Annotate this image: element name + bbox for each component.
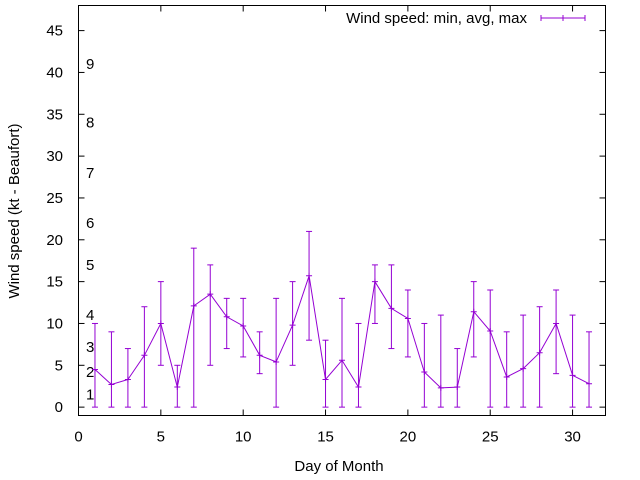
- beaufort-label: 2: [86, 364, 94, 381]
- avg-point: [553, 320, 560, 327]
- avg-point: [207, 291, 214, 298]
- avg-point: [240, 322, 247, 329]
- y-tick-label: 0: [55, 399, 63, 416]
- x-axis: 0 5 10 15 20 25 30: [74, 5, 581, 446]
- y-tick-label: 20: [46, 232, 63, 249]
- avg-point: [157, 320, 164, 327]
- avg-point: [108, 381, 115, 388]
- avg-point: [256, 352, 263, 359]
- avg-point: [355, 384, 362, 391]
- avg-point: [339, 357, 345, 364]
- beaufort-label: 6: [86, 215, 94, 232]
- beaufort-label: 7: [86, 165, 94, 182]
- y-tick-label: 35: [46, 106, 63, 123]
- avg-point: [536, 349, 543, 356]
- legend-sample: [540, 15, 586, 21]
- legend-label: Wind speed: min, avg, max: [346, 10, 527, 27]
- avg-points: [91, 272, 593, 391]
- y-tick-label: 5: [55, 357, 63, 374]
- x-tick-label: 0: [74, 429, 82, 446]
- y-tick-label: 30: [46, 148, 63, 165]
- beaufort-label: 8: [86, 115, 94, 132]
- avg-point: [569, 372, 576, 379]
- beaufort-label: 9: [86, 56, 94, 73]
- legend: Wind speed: min, avg, max: [346, 10, 586, 27]
- avg-point: [306, 272, 313, 279]
- x-axis-label: Day of Month: [294, 458, 383, 475]
- x-tick-label: 15: [317, 429, 334, 446]
- avg-point: [520, 365, 527, 372]
- avg-point: [421, 368, 428, 375]
- x-tick-label: 5: [157, 429, 165, 446]
- plot-frame: [78, 5, 606, 416]
- avg-point: [141, 352, 148, 359]
- avg-point: [586, 380, 593, 387]
- x-tick-label: 25: [482, 429, 499, 446]
- avg-point: [371, 278, 378, 285]
- beaufort-label: 5: [86, 257, 94, 274]
- x-tick-label: 20: [400, 429, 417, 446]
- avg-point: [470, 308, 477, 315]
- avg-point: [223, 313, 230, 320]
- beaufort-label: 4: [86, 307, 94, 324]
- avg-point: [174, 384, 181, 391]
- x-tick-label: 30: [564, 429, 581, 446]
- y-tick-label: 45: [46, 23, 63, 40]
- beaufort-scale-labels: 1 2 3 4 5 6 7 8 9: [86, 56, 94, 404]
- avg-point: [124, 376, 131, 383]
- y-tick-label: 40: [46, 64, 63, 81]
- y-axis-label: Wind speed (kt - Beaufort): [6, 123, 23, 298]
- avg-point: [91, 366, 98, 373]
- avg-point: [190, 302, 197, 309]
- x-tick-label: 10: [235, 429, 252, 446]
- beaufort-label: 3: [86, 339, 94, 356]
- avg-point: [289, 322, 296, 329]
- avg-point: [437, 384, 444, 391]
- error-bars: [91, 230, 593, 408]
- avg-point: [273, 358, 280, 365]
- y-tick-label: 10: [46, 315, 63, 332]
- avg-point: [454, 384, 461, 391]
- avg-point: [487, 327, 494, 334]
- avg-point: [322, 376, 329, 383]
- y-tick-label: 25: [46, 190, 63, 207]
- avg-point: [503, 374, 510, 381]
- avg-point: [404, 315, 411, 322]
- beaufort-label: 1: [86, 387, 94, 404]
- y-tick-label: 15: [46, 274, 63, 291]
- avg-point: [388, 305, 395, 312]
